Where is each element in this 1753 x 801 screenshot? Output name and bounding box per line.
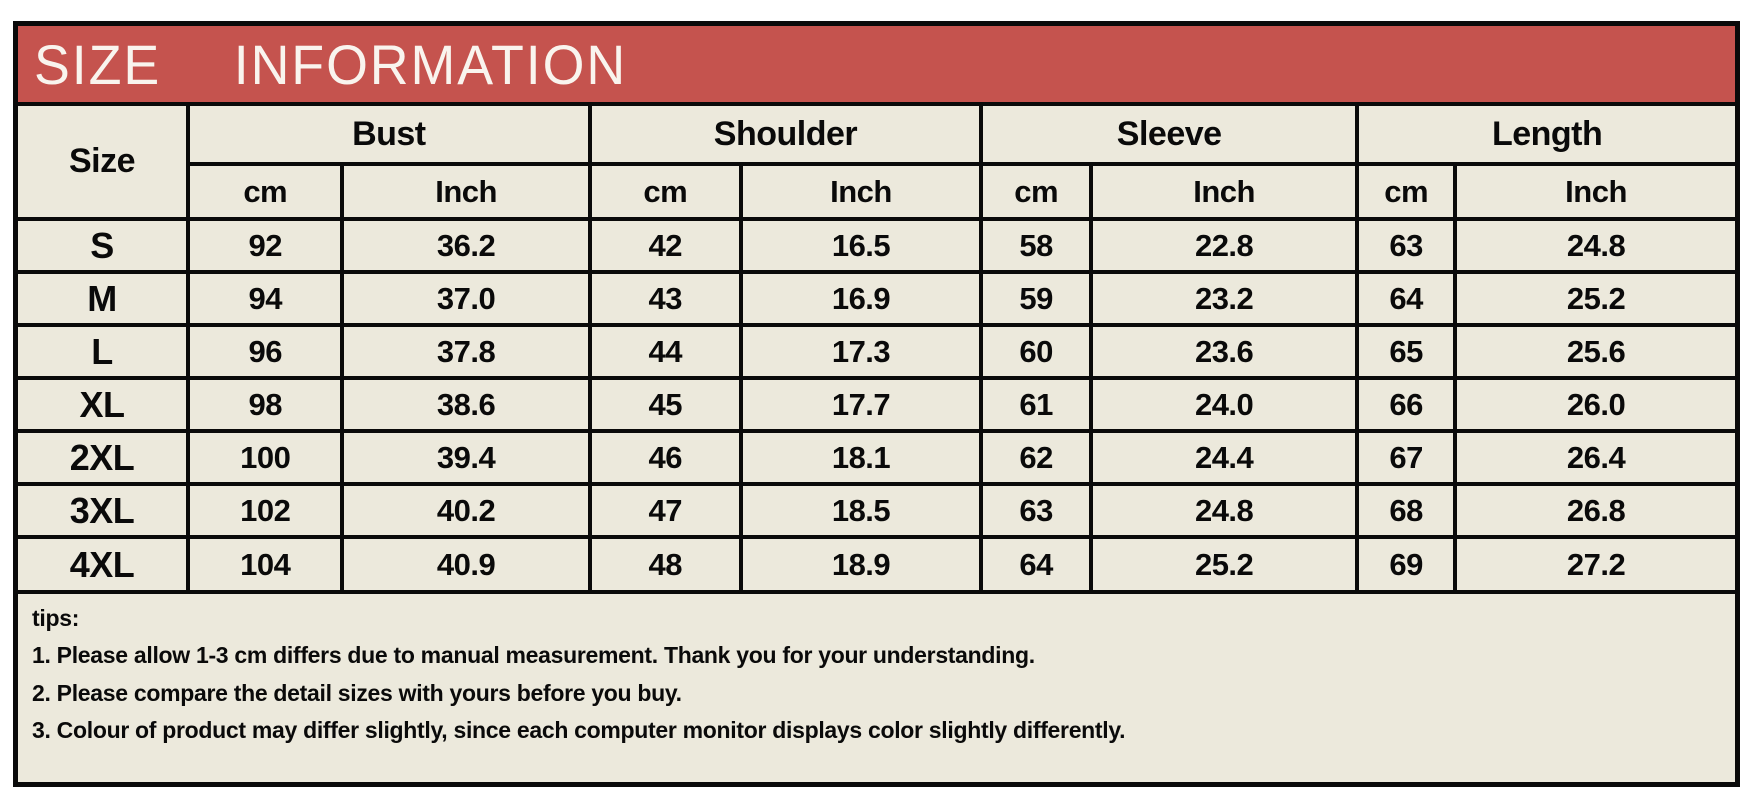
column-header-size: Size: [16, 104, 190, 221]
table-cell: 26.0: [1453, 376, 1737, 433]
column-group-shoulder: Shoulder: [587, 104, 984, 166]
table-cell: 59: [979, 270, 1094, 327]
unit-header-sleeve-inch: Inch: [1089, 162, 1360, 221]
table-cell: 61: [979, 376, 1094, 433]
table-cell: 24.0: [1089, 376, 1360, 433]
tip-item-2: 2. Please compare the detail sizes with …: [32, 679, 682, 706]
table-cell: 43: [587, 270, 743, 327]
column-group-sleeve: Sleeve: [979, 104, 1360, 166]
table-cell: 63: [979, 482, 1094, 539]
table-cell: 104: [185, 535, 345, 592]
table-cell: 36.2: [340, 217, 592, 274]
size-table: Size Bust Shoulder Sleeve Length cm Inch…: [16, 104, 1737, 592]
table-cell: 25.2: [1453, 270, 1737, 327]
table-cell: 17.3: [738, 323, 984, 380]
tips-heading: tips:: [32, 605, 80, 631]
page-title: SIZE INFORMATION: [34, 32, 628, 96]
row-size-label: S: [16, 217, 190, 274]
unit-header-sleeve-cm: cm: [979, 162, 1094, 221]
table-cell: 47: [587, 482, 743, 539]
table-cell: 45: [587, 376, 743, 433]
tip-item-3: 3. Colour of product may differ slightly…: [32, 716, 1126, 743]
table-cell: 26.4: [1453, 429, 1737, 486]
table-cell: 64: [979, 535, 1094, 592]
row-size-label: 2XL: [16, 429, 190, 486]
row-size-label: 3XL: [16, 482, 190, 539]
table-cell: 23.6: [1089, 323, 1360, 380]
table-cell: 94: [185, 270, 345, 327]
size-chart: SIZE INFORMATION Size Bust Shoulder Slee…: [13, 21, 1740, 787]
table-row-4xl: 4XL 104 40.9 48 18.9 64 25.2 69 27.2: [16, 535, 1737, 592]
table-cell: 17.7: [738, 376, 984, 433]
column-group-length: Length: [1355, 104, 1737, 166]
table-cell: 22.8: [1089, 217, 1360, 274]
table-cell: 69: [1355, 535, 1458, 592]
table-cell: 96: [185, 323, 345, 380]
table-cell: 24.4: [1089, 429, 1360, 486]
table-row-xl: XL 98 38.6 45 17.7 61 24.0 66 26.0: [16, 376, 1737, 433]
tips-section: tips: 1. Please allow 1-3 cm differs due…: [18, 590, 1735, 782]
table-cell: 58: [979, 217, 1094, 274]
title-bar: SIZE INFORMATION: [18, 26, 1735, 106]
table-cell: 18.5: [738, 482, 984, 539]
table-cell: 68: [1355, 482, 1458, 539]
table-cell: 26.8: [1453, 482, 1737, 539]
table-cell: 46: [587, 429, 743, 486]
row-size-label: L: [16, 323, 190, 380]
table-cell: 25.2: [1089, 535, 1360, 592]
table-cell: 23.2: [1089, 270, 1360, 327]
table-cell: 62: [979, 429, 1094, 486]
unit-header-shoulder-inch: Inch: [738, 162, 984, 221]
table-cell: 27.2: [1453, 535, 1737, 592]
table-cell: 66: [1355, 376, 1458, 433]
table-cell: 16.5: [738, 217, 984, 274]
table-cell: 16.9: [738, 270, 984, 327]
table-cell: 67: [1355, 429, 1458, 486]
table-cell: 100: [185, 429, 345, 486]
table-row-3xl: 3XL 102 40.2 47 18.5 63 24.8 68 26.8: [16, 482, 1737, 539]
row-size-label: 4XL: [16, 535, 190, 592]
table-cell: 65: [1355, 323, 1458, 380]
unit-header-bust-inch: Inch: [340, 162, 592, 221]
row-size-label: M: [16, 270, 190, 327]
table-cell: 98: [185, 376, 345, 433]
table-cell: 18.1: [738, 429, 984, 486]
table-cell: 64: [1355, 270, 1458, 327]
table-cell: 18.9: [738, 535, 984, 592]
unit-header-bust-cm: cm: [185, 162, 345, 221]
table-cell: 102: [185, 482, 345, 539]
table-cell: 24.8: [1089, 482, 1360, 539]
column-group-bust: Bust: [185, 104, 592, 166]
table-cell: 24.8: [1453, 217, 1737, 274]
table-cell: 63: [1355, 217, 1458, 274]
table-cell: 39.4: [340, 429, 592, 486]
table-cell: 48: [587, 535, 743, 592]
row-size-label: XL: [16, 376, 190, 433]
unit-header-shoulder-cm: cm: [587, 162, 743, 221]
table-row-m: M 94 37.0 43 16.9 59 23.2 64 25.2: [16, 270, 1737, 327]
table-cell: 40.2: [340, 482, 592, 539]
table-cell: 38.6: [340, 376, 592, 433]
table-cell: 60: [979, 323, 1094, 380]
table-cell: 37.0: [340, 270, 592, 327]
table-row-2xl: 2XL 100 39.4 46 18.1 62 24.4 67 26.4: [16, 429, 1737, 486]
table-cell: 92: [185, 217, 345, 274]
table-row-l: L 96 37.8 44 17.3 60 23.6 65 25.6: [16, 323, 1737, 380]
table-cell: 42: [587, 217, 743, 274]
table-cell: 44: [587, 323, 743, 380]
table-cell: 25.6: [1453, 323, 1737, 380]
tip-item-1: 1. Please allow 1-3 cm differs due to ma…: [32, 642, 1035, 669]
unit-header-length-inch: Inch: [1453, 162, 1737, 221]
table-cell: 40.9: [340, 535, 592, 592]
unit-header-length-cm: cm: [1355, 162, 1458, 221]
table-row-s: S 92 36.2 42 16.5 58 22.8 63 24.8: [16, 217, 1737, 274]
table-cell: 37.8: [340, 323, 592, 380]
